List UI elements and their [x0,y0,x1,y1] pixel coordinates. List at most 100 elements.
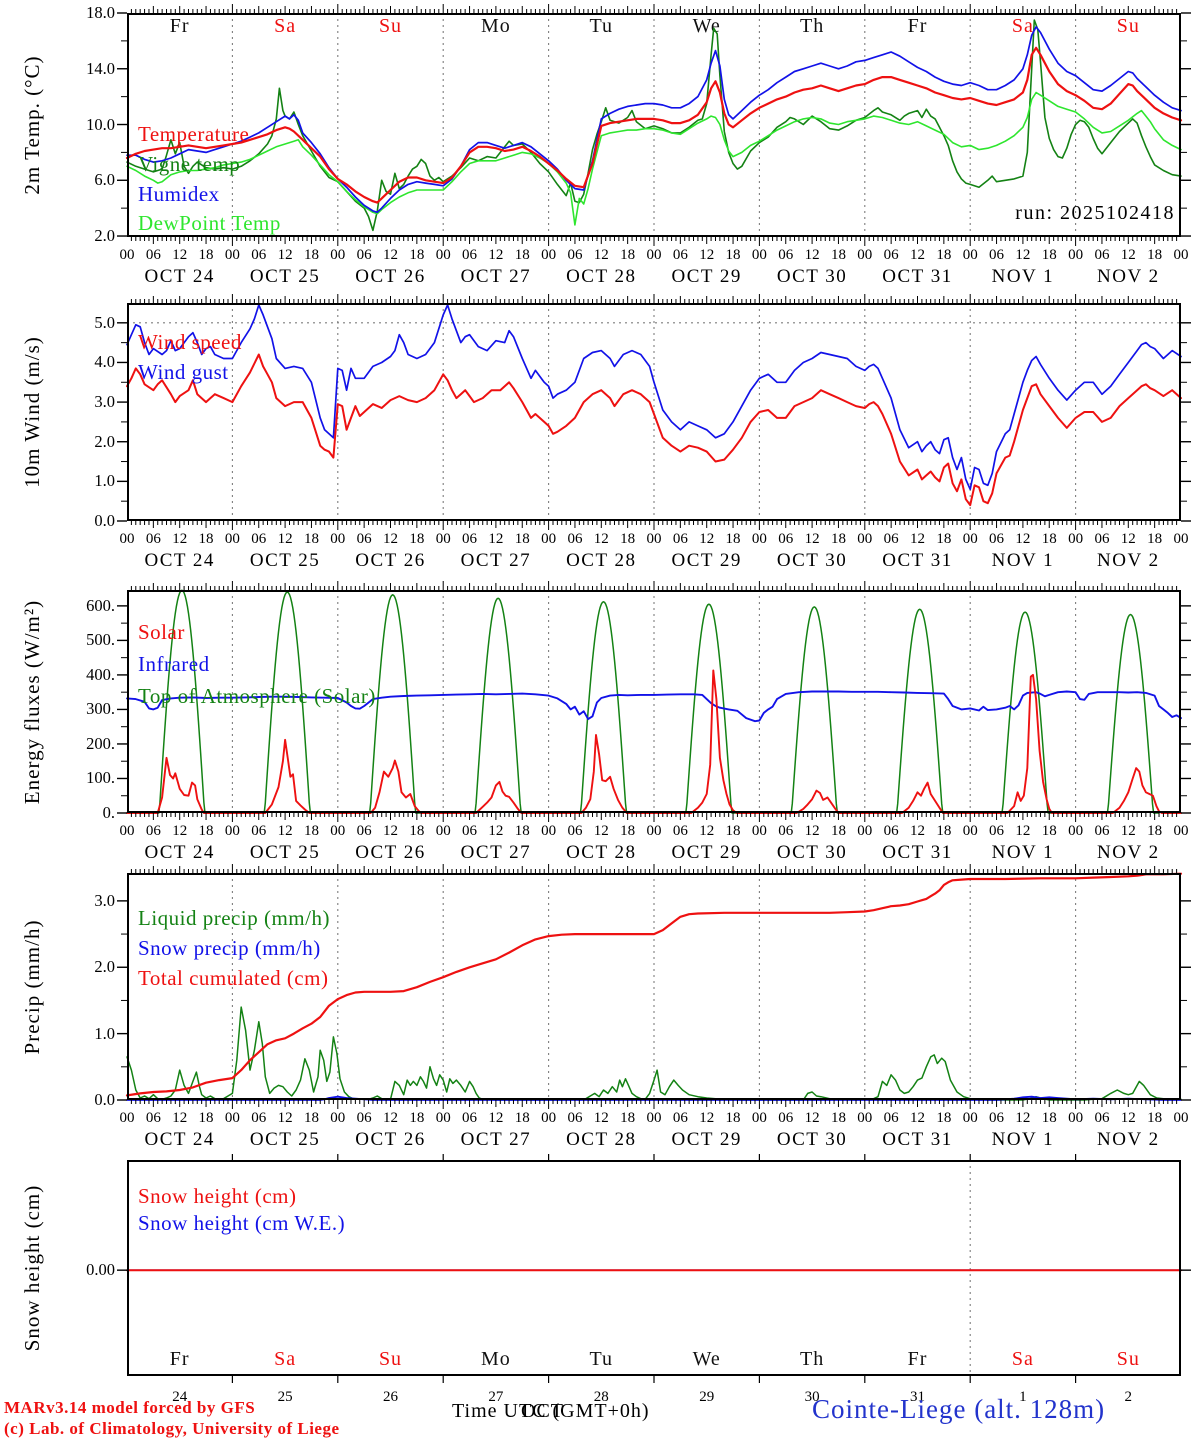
hour-tick-label: 00 [330,531,346,547]
hour-tick-label: 12 [910,1110,925,1126]
hour-tick-label: 00 [751,247,767,263]
hour-tick-label: 18 [725,247,741,263]
hour-tick-label: 06 [145,823,161,839]
hour-tick-label: 00 [1173,1110,1189,1126]
hour-tick-label: 18 [1147,531,1163,547]
day-num-label: 1 [1019,1389,1027,1405]
precip-legend-1: Liquid precip (mm/h) [138,906,330,930]
hour-tick-label: 00 [119,247,135,263]
panel-frame [127,1160,1181,1376]
wind-ytick-label: 0.0 [94,511,115,530]
snow-axis-title: Snow height (cm) [20,1184,44,1352]
snow-panel-plot [117,1154,1191,1383]
temp-legend-3: Humidex [138,182,220,206]
hour-tick-label: 18 [409,1110,425,1126]
hour-tick-label: 18 [936,531,952,547]
dow-label-top: Sa [274,15,297,37]
hour-tick-label: 12 [804,1110,820,1126]
hour-tick-label: 12 [1120,531,1136,547]
snow-ytick-label: 0.00 [86,1260,115,1280]
hour-tick-label: 12 [1015,1110,1031,1126]
hour-tick-label: 00 [330,823,346,839]
hour-tick-label: 18 [1041,247,1057,263]
hour-tick-label: 18 [1147,247,1163,263]
hour-tick-label: 00 [646,531,662,547]
hour-tick-label: 12 [593,823,609,839]
hour-tick-label: 00 [857,823,873,839]
hour-tick-label: 12 [804,531,820,547]
hour-tick-label: 18 [725,531,741,547]
dow-label-bottom: Tu [589,1348,614,1370]
model-credit-line2: (c) Lab. of Climatology, University of L… [4,1419,340,1438]
hour-tick-label: 00 [962,247,978,263]
day-date-label: OCT 28 [566,1129,637,1150]
day-date-label: NOV 1 [991,550,1055,571]
hour-tick-label: 12 [593,1110,609,1126]
hour-tick-label: 06 [989,1110,1005,1126]
hour-tick-label: 06 [883,1110,899,1126]
temp-legend-2: Vigne temp [138,152,241,176]
hour-tick-label: 18 [1041,531,1057,547]
hour-tick-label: 18 [303,531,319,547]
dow-label-top: Su [378,15,403,37]
precip-ytick-label: 3.0 [94,890,115,910]
precip-ytick-label: 0.0 [94,1090,115,1109]
hour-tick-label: 12 [488,1110,504,1126]
temp-series-humidex [126,26,1182,214]
hour-tick-label: 06 [567,531,583,547]
hour-tick-label: 00 [1068,823,1084,839]
hour-tick-label: 00 [224,823,240,839]
day-date-label: OCT 27 [460,266,532,287]
dow-label-top: Sa [1011,15,1034,37]
hour-tick-label: 00 [1068,1110,1084,1126]
panel-frame [127,590,1181,813]
hour-tick-label: 06 [251,823,267,839]
hour-tick-label: 00 [119,823,135,839]
wind-legend-2: Wind gust [138,360,229,384]
wind-ytick-label: 4.0 [94,352,115,372]
hour-tick-label: 00 [1173,247,1189,263]
hour-tick-label: 18 [303,1110,319,1126]
wind-panel-plot [117,294,1191,530]
energy-ytick-label: 400. [86,664,115,684]
energy-ytick-label: 500. [86,630,115,650]
day-date-label: OCT 29 [671,842,742,863]
day-date-label: OCT 25 [249,842,321,863]
energy-legend-3: Top of Atmosphere (Solar) [138,684,376,708]
hour-tick-label: 06 [778,1110,794,1126]
hour-tick-label: 12 [804,823,820,839]
hour-tick-label: 12 [910,823,925,839]
day-date-label: OCT 25 [249,1129,321,1150]
hour-tick-label: 12 [1120,247,1136,263]
hour-tick-label: 00 [1068,531,1084,547]
day-date-label: NOV 1 [991,842,1055,863]
hour-tick-label: 18 [725,823,741,839]
hour-tick-label: 00 [857,531,873,547]
day-date-label: NOV 1 [991,266,1055,287]
hour-tick-label: 18 [936,1110,952,1126]
dow-label-bottom: Su [378,1348,403,1370]
hour-tick-label: 12 [277,1110,293,1126]
hour-tick-label: 12 [383,531,398,547]
hour-tick-label: 06 [356,247,372,263]
temp-legend-1: Temperature [138,122,250,146]
hour-tick-label: 12 [1015,247,1031,263]
hour-tick-label: 12 [488,531,504,547]
day-date-label: OCT 26 [355,842,426,863]
temp-ytick-label: 2.0 [94,226,115,246]
hour-tick-label: 12 [172,247,188,263]
wind-series-wind-speed [126,353,1182,507]
hour-tick-label: 12 [593,247,609,263]
hour-tick-label: 12 [383,823,398,839]
hour-tick-label: 18 [514,1110,530,1126]
day-date-label: OCT 31 [882,550,953,571]
day-date-label: OCT 27 [460,550,532,571]
temp-ytick-label: 6.0 [94,170,115,190]
hour-tick-label: 00 [962,823,978,839]
energy-ytick-label: 300. [86,699,115,719]
model-credit-line1: MARv3.14 model forced by GFS [4,1398,256,1417]
hour-tick-label: 12 [699,1110,715,1126]
hour-tick-label: 18 [409,247,425,263]
day-date-label: OCT 30 [776,842,848,863]
wind-ytick-label: 1.0 [94,471,115,491]
